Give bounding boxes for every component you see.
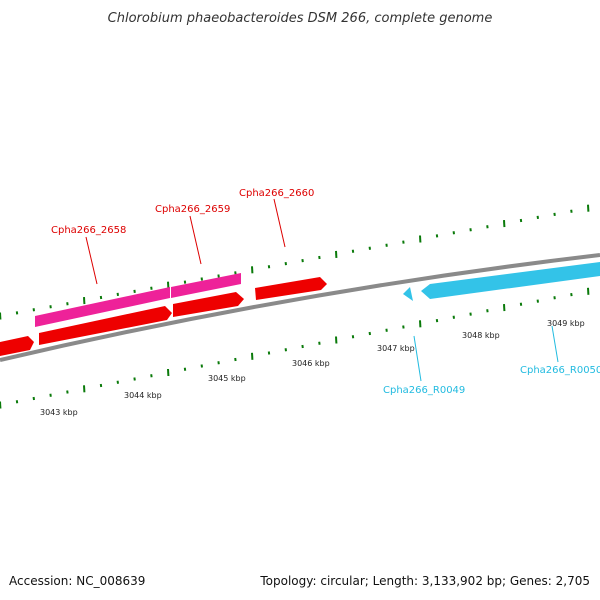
cds-arrow-upstream[interactable]: [0, 336, 34, 356]
leader-line-r0050: [551, 325, 559, 363]
gene-label-cpha266-r0050[interactable]: Cpha266_R0050: [520, 365, 600, 376]
accession-text: Accession: NC_008639: [9, 574, 146, 588]
leader-line-2659: [189, 215, 202, 265]
kbp-labels: 3043 kbp 3044 kbp 3045 kbp 3046 kbp 3047…: [40, 319, 585, 417]
kbp-label-3044: 3044 kbp: [124, 391, 162, 400]
gene-label-cpha266-2658[interactable]: Cpha266_2658: [51, 225, 126, 236]
kbp-label-3045: 3045 kbp: [208, 374, 246, 383]
gene-label-cpha266-2659[interactable]: Cpha266_2659: [155, 204, 230, 215]
kbp-label-3048: 3048 kbp: [462, 331, 500, 340]
cds-arrow-cpha266-2660[interactable]: [255, 277, 327, 300]
leader-line-r0049: [413, 335, 422, 382]
label-leaders: [85, 198, 559, 382]
inner-tick-ring: [0, 287, 590, 409]
leader-line-2660: [273, 198, 286, 248]
rna-cpha266-r0050[interactable]: [421, 262, 600, 299]
gene-track-segment-2659[interactable]: [171, 273, 241, 298]
gene-track-segment-2658[interactable]: [35, 287, 170, 327]
forward-cds-track: [0, 277, 327, 356]
gene-track: [35, 273, 241, 327]
outer-tick-ring: [0, 204, 590, 320]
cds-arrow-cpha266-2658[interactable]: [39, 306, 172, 345]
kbp-label-3049: 3049 kbp: [547, 319, 585, 328]
kbp-label-3043: 3043 kbp: [40, 408, 78, 417]
leader-line-2658: [85, 236, 98, 285]
kbp-label-3046: 3046 kbp: [292, 359, 330, 368]
rna-track: [403, 262, 600, 301]
map-title: Chlorobium phaeobacteroides DSM 266, com…: [108, 11, 493, 26]
kbp-label-3047: 3047 kbp: [377, 344, 415, 353]
cds-arrow-cpha266-2659[interactable]: [173, 292, 244, 317]
genome-summary-text: Topology: circular; Length: 3,133,902 bp…: [260, 574, 590, 588]
gene-label-cpha266-2660[interactable]: Cpha266_2660: [239, 188, 314, 199]
gene-label-cpha266-r0049[interactable]: Cpha266_R0049: [383, 385, 465, 396]
rna-cpha266-r0049[interactable]: [403, 287, 413, 301]
genome-backbone: [0, 253, 600, 362]
gene-labels: Cpha266_2658 Cpha266_2659 Cpha266_2660 C…: [51, 188, 600, 396]
